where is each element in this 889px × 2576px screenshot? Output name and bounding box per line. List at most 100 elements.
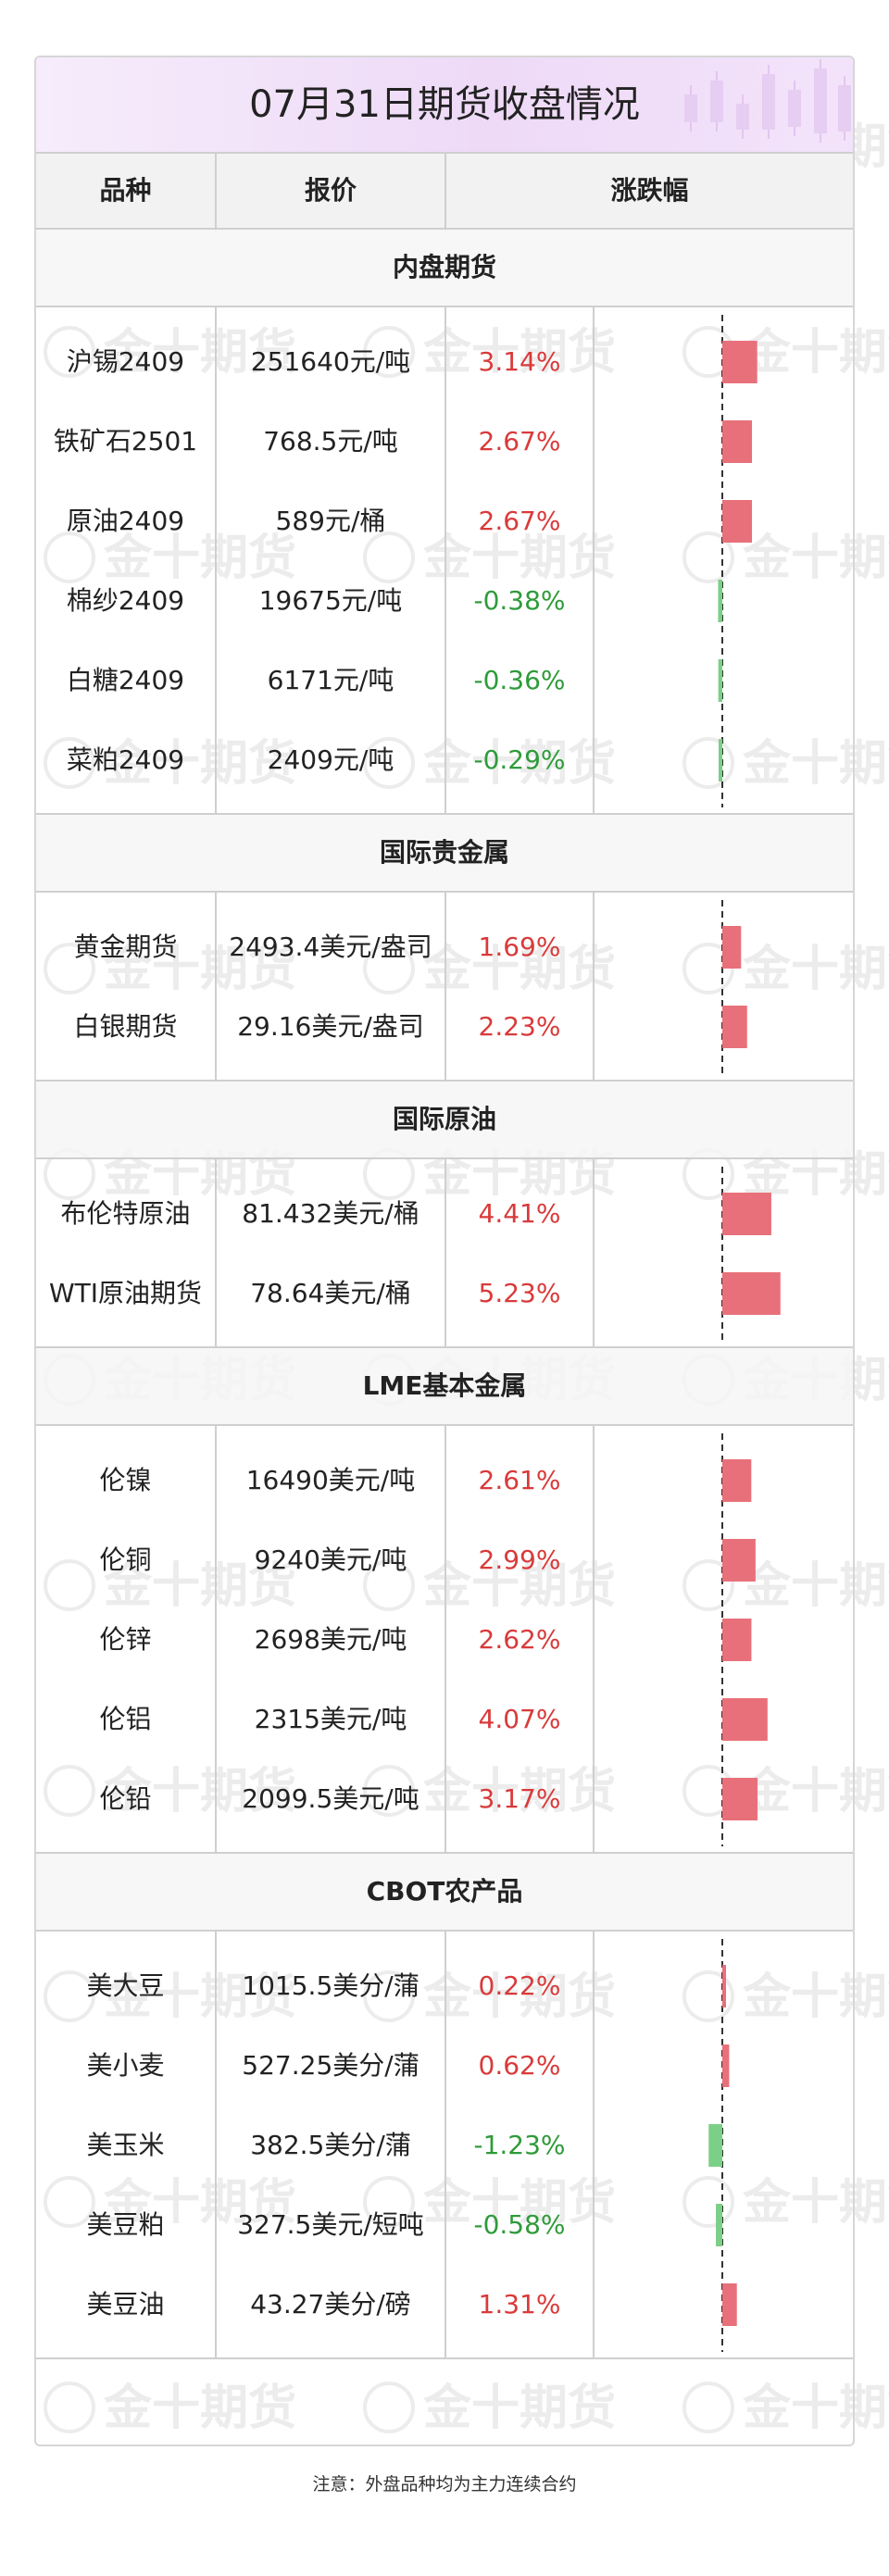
change-percent: -0.38% <box>473 585 566 616</box>
column-header-name: 品种 <box>99 175 152 206</box>
commodity-price: 382.5美分/蒲 <box>250 2130 411 2160</box>
candle-body <box>788 90 801 127</box>
change-bar <box>722 1778 758 1820</box>
change-bar-chart <box>721 1167 781 1341</box>
commodity-price: 2698美元/吨 <box>254 1624 407 1655</box>
section-body: 黄金期货 2493.4美元/盎司 1.69% 白银期货 29.16美元/盎司 2.23% <box>36 893 853 1082</box>
change-percent: 0.22% <box>478 1970 561 2001</box>
section-body: 沪锡2409 251640元/吨 3.14% 铁矿石2501 768.5元/吨 2.67%… <box>36 307 853 815</box>
section-header: 内盘期货 <box>36 230 853 307</box>
change-percent: 0.62% <box>478 2050 561 2081</box>
commodity-price: 16490美元/吨 <box>245 1465 416 1495</box>
commodity-name: 伦铅 <box>99 1783 152 1814</box>
change-bar-chart <box>718 315 758 807</box>
commodity-price: 9240美元/吨 <box>254 1544 407 1575</box>
column-divider <box>593 1932 595 2359</box>
footnote: 注意：外盘品种均为主力连续合约 <box>312 2474 577 2495</box>
change-bar <box>722 1965 726 2007</box>
change-bar <box>722 1619 752 1661</box>
column-divider <box>215 307 217 815</box>
commodity-price: 19675元/吨 <box>258 585 403 616</box>
change-percent: 4.41% <box>478 1198 561 1229</box>
table-row: 伦铝 2315美元/吨 4.07% <box>36 1680 853 1759</box>
column-divider <box>444 307 446 815</box>
change-percent: 2.23% <box>478 1011 561 1042</box>
change-bar-chart <box>721 1433 768 1846</box>
change-bar <box>722 1539 756 1582</box>
change-bar-chart <box>708 1939 737 2352</box>
table-row: 伦锌 2698美元/吨 2.62% <box>36 1600 853 1680</box>
change-percent: 3.14% <box>478 346 561 377</box>
candle-body <box>736 104 749 130</box>
change-bar-chart <box>721 900 747 1074</box>
change-bar <box>718 659 722 702</box>
column-divider <box>593 893 595 1082</box>
change-bar <box>722 420 753 463</box>
change-percent: 5.23% <box>478 1278 561 1308</box>
column-divider <box>444 1426 446 1854</box>
change-percent: 1.69% <box>478 932 561 962</box>
commodity-price: 589元/桶 <box>275 506 386 536</box>
column-divider <box>444 1159 446 1348</box>
column-divider <box>215 1426 217 1854</box>
title-banner: 07月31日期货收盘情况 <box>36 57 853 152</box>
commodity-price: 2493.4美元/盎司 <box>229 932 432 962</box>
commodity-name: 黄金期货 <box>73 932 178 962</box>
column-divider <box>593 1159 595 1348</box>
change-percent: -0.58% <box>473 2209 566 2240</box>
change-bar <box>716 2204 722 2246</box>
table-row: 美玉米 382.5美分/蒲 -1.23% <box>36 2106 853 2185</box>
table-row: WTI原油期货 78.64美元/桶 5.23% <box>36 1254 853 1333</box>
column-divider <box>215 893 217 1082</box>
table-row: 原油2409 589元/桶 2.67% <box>36 481 853 561</box>
commodity-name: 菜粕2409 <box>66 744 185 775</box>
commodity-name: 白糖2409 <box>66 665 185 695</box>
change-bar <box>722 1006 747 1048</box>
commodity-price: 527.25美分/蒲 <box>242 2050 419 2081</box>
commodity-price: 2409元/吨 <box>267 744 394 775</box>
change-percent: 2.67% <box>478 426 561 456</box>
section-header: CBOT农产品 <box>36 1854 853 1932</box>
commodity-price: 327.5美元/短吨 <box>237 2209 424 2240</box>
commodity-price: 2099.5美元/吨 <box>242 1783 419 1814</box>
commodity-price: 29.16美元/盎司 <box>237 1011 424 1042</box>
commodity-name: 伦铜 <box>99 1544 152 1575</box>
table-row: 白糖2409 6171元/吨 -0.36% <box>36 641 853 720</box>
column-divider <box>215 1159 217 1348</box>
change-bar <box>722 2283 737 2326</box>
column-divider <box>444 893 446 1082</box>
change-percent: 2.99% <box>478 1544 561 1575</box>
column-divider <box>215 1932 217 2359</box>
commodity-price: 2315美元/吨 <box>254 1704 407 1734</box>
table-row: 伦镍 16490美元/吨 2.61% <box>36 1441 853 1520</box>
section-header: 国际原油 <box>36 1082 853 1159</box>
change-percent: 1.31% <box>478 2289 561 2320</box>
section-body: 布伦特原油 81.432美元/桶 4.41% WTI原油期货 78.64美元/桶 5.23… <box>36 1159 853 1348</box>
commodity-name: 美小麦 <box>86 2050 165 2081</box>
column-divider <box>593 1426 595 1854</box>
table-row: 棉纱2409 19675元/吨 -0.38% <box>36 561 853 641</box>
commodity-name: 沪锡2409 <box>66 346 185 377</box>
table-row: 铁矿石2501 768.5元/吨 2.67% <box>36 402 853 481</box>
commodity-name: WTI原油期货 <box>48 1278 203 1308</box>
candle-body <box>814 69 827 133</box>
commodity-price: 1015.5美分/蒲 <box>242 1970 419 2001</box>
candle-body <box>762 74 775 130</box>
change-bar <box>722 500 753 543</box>
section-body: 美大豆 1015.5美分/蒲 0.22% 美小麦 527.25美分/蒲 0.62% 美玉米 3… <box>36 1932 853 2359</box>
column-header-change: 涨跌幅 <box>610 175 689 206</box>
candle-body <box>710 81 723 122</box>
commodity-price: 78.64美元/桶 <box>250 1278 411 1308</box>
change-bar <box>718 580 722 622</box>
commodity-price: 768.5元/吨 <box>263 426 398 456</box>
commodity-name: 伦锌 <box>99 1624 152 1655</box>
candlestick-decoration <box>684 59 851 143</box>
change-percent: -1.23% <box>473 2130 566 2160</box>
change-percent: 4.07% <box>478 1704 561 1734</box>
commodity-name: 美豆粕 <box>86 2209 165 2240</box>
commodity-name: 白银期货 <box>73 1011 178 1042</box>
commodity-name: 美大豆 <box>86 1970 165 2001</box>
commodity-name: 美豆油 <box>86 2289 165 2320</box>
commodity-name: 布伦特原油 <box>60 1198 191 1229</box>
candle-body <box>838 85 851 131</box>
